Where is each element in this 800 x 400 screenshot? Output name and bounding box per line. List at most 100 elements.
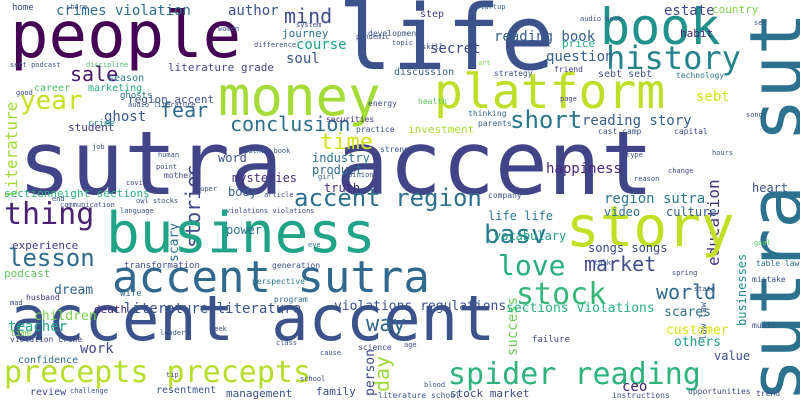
word: mysteries <box>232 171 298 185</box>
word: week <box>210 325 227 333</box>
word: mistake <box>752 275 786 284</box>
word: platform <box>434 64 666 120</box>
word: hours <box>712 149 734 157</box>
word: ghost <box>104 109 147 125</box>
word: step <box>420 9 445 20</box>
word: development <box>368 29 421 38</box>
word: author <box>228 3 279 19</box>
word: resentment <box>156 385 217 396</box>
word: life life <box>488 209 554 223</box>
word: businesses <box>735 253 749 326</box>
word: author book <box>244 147 291 155</box>
word: scares <box>664 305 711 320</box>
word: cast camp <box>598 127 642 136</box>
word: goal <box>754 239 771 247</box>
word: estate <box>664 3 715 19</box>
word: discussion <box>394 67 455 78</box>
word: spring <box>672 269 698 277</box>
word: tip <box>166 371 179 379</box>
word: securities <box>326 115 375 124</box>
word: violations regulations <box>334 299 507 314</box>
word: lesson <box>8 244 95 272</box>
word: point <box>156 163 178 171</box>
word: thing <box>4 197 95 232</box>
word: sex <box>754 19 767 27</box>
word: violations violations <box>226 207 315 215</box>
word: girl <box>318 173 335 181</box>
word: soul <box>286 51 320 67</box>
word: challenge <box>70 387 108 395</box>
word: type <box>626 151 643 159</box>
word: love <box>498 249 566 282</box>
word: end <box>52 195 65 203</box>
word: leader <box>160 329 186 337</box>
word: experience <box>12 239 79 252</box>
word: ceo <box>622 379 648 395</box>
word: short <box>510 106 583 134</box>
word: power <box>226 223 263 237</box>
word: audio literature <box>128 101 196 109</box>
word: human <box>158 151 180 159</box>
word: generation <box>272 261 321 270</box>
word: culture <box>666 205 717 219</box>
word: work <box>80 341 114 357</box>
word: accent region <box>294 184 482 212</box>
word: value <box>714 349 751 363</box>
word: literature school <box>378 391 460 400</box>
word: sutra sutra <box>734 0 800 400</box>
word: company <box>488 191 522 200</box>
word: strength <box>380 145 419 154</box>
word: talk <box>594 259 611 267</box>
word: owl stocks <box>136 197 179 205</box>
word: reading book <box>494 29 596 45</box>
word: country <box>712 3 759 16</box>
word: world <box>656 280 717 304</box>
word: teacher <box>8 319 68 335</box>
word: music <box>752 321 777 330</box>
word: discipline <box>86 61 129 69</box>
word: opinion <box>344 171 374 179</box>
word: secret <box>430 41 481 57</box>
word: people <box>10 0 242 73</box>
word: business <box>106 201 376 266</box>
word: heart <box>752 181 789 195</box>
word: job <box>92 143 105 151</box>
word: age <box>404 341 417 349</box>
word: sections violations <box>506 301 655 316</box>
word: mother <box>164 171 193 180</box>
word: accent sutra <box>112 252 430 303</box>
word: journey <box>282 27 329 40</box>
word: body <box>228 185 257 199</box>
word: fear <box>160 98 209 122</box>
word: market <box>584 252 657 276</box>
word: habit <box>680 27 714 40</box>
word: women <box>218 25 240 33</box>
word: time <box>10 329 32 339</box>
word: songs songs <box>588 241 668 255</box>
word: energy <box>368 99 397 108</box>
word: stock <box>516 277 607 312</box>
word: course <box>296 37 347 53</box>
word: health <box>418 97 447 106</box>
word: startup <box>476 3 506 11</box>
word: management <box>226 387 293 400</box>
word: reason <box>634 175 660 183</box>
word: table laws <box>756 259 800 268</box>
word: confidence <box>18 355 79 366</box>
word: question <box>546 49 614 65</box>
word: reading story <box>582 113 692 129</box>
word: crime <box>88 119 116 129</box>
word: share <box>66 3 88 11</box>
word: sale <box>70 62 119 86</box>
word: instructions <box>612 391 670 400</box>
word: industry <box>312 151 370 165</box>
word: program <box>274 295 308 304</box>
word: money <box>218 65 381 128</box>
word: literature grade <box>168 61 274 74</box>
word: practice <box>356 125 395 134</box>
word: year <box>20 86 83 116</box>
word: violation crime <box>10 335 83 344</box>
word: mad <box>10 299 23 307</box>
word: investment <box>408 123 475 136</box>
word: ghosts <box>120 91 153 101</box>
